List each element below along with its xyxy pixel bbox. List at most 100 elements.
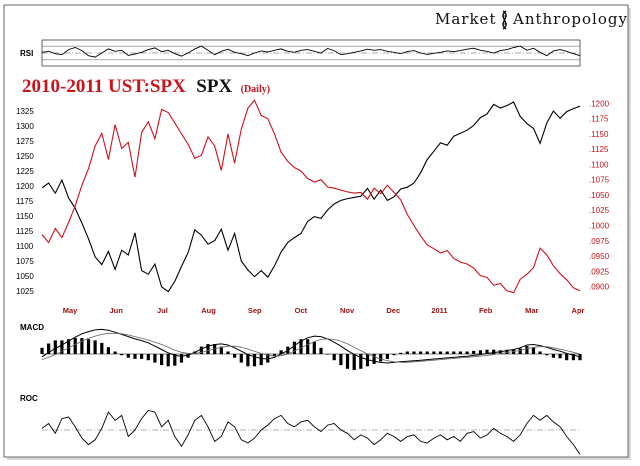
macd-hist-bar (173, 354, 177, 366)
right-axis-ticks: .1200 .1175 .1150 .1125 .1100 .1075 .1050 .1025… (589, 99, 610, 291)
macd-hist-bar (140, 354, 144, 359)
macd-hist-bar (86, 339, 91, 354)
right-tick-label: .1075 (589, 176, 610, 185)
right-tick-label: .0950 (589, 252, 610, 261)
x-tick-label: Jun (110, 306, 124, 315)
macd-hist-bar (179, 354, 184, 363)
right-tick-label: .0925 (589, 267, 610, 276)
rsi-reference-lines (42, 45, 580, 61)
macd-hist-bar (578, 354, 582, 361)
macd-hist-bar (319, 347, 323, 354)
macd-hist-bar (458, 351, 462, 354)
right-tick-label: .1100 (589, 160, 609, 169)
macd-hist-bar (478, 350, 482, 354)
macd-hist-bar (339, 354, 343, 366)
right-tick-label: .0900 (589, 283, 610, 292)
x-tick-label: 2011 (431, 306, 447, 315)
left-tick-label: 1025 (16, 287, 34, 296)
chart-title: 2010-2011 UST:SPX SPX (Daily) (22, 76, 270, 97)
macd-signal-line (41, 332, 581, 363)
left-tick-label: 1150 (16, 212, 34, 221)
macd-hist-bar (239, 354, 243, 363)
right-tick-label: .1000 (589, 221, 610, 230)
title-sub: (Daily) (241, 84, 270, 95)
left-tick-label: 1275 (16, 137, 34, 146)
macd-hist-bar (40, 347, 44, 354)
right-tick-label: .1175 (589, 115, 609, 124)
macd-hist-bar (326, 354, 330, 355)
right-tick-label: .0975 (589, 237, 610, 246)
macd-hist-bar (226, 351, 230, 354)
macd-hist-bar (120, 354, 124, 356)
macd-hist-bar (106, 347, 110, 354)
macd-hist-bar (252, 354, 257, 367)
left-tick-label: 1200 (16, 182, 34, 191)
dna-helix-icon (502, 10, 507, 30)
x-tick-label: Oct (295, 306, 308, 315)
left-tick-label: 1050 (16, 272, 34, 281)
right-tick-label: .1050 (589, 191, 610, 200)
macd-hist-bar (219, 346, 223, 354)
x-tick-label: Nov (340, 306, 355, 315)
macd-histogram (40, 338, 582, 370)
macd-hist-bar (279, 350, 283, 354)
right-tick-label: .1025 (589, 206, 610, 215)
right-tick-label: .1150 (589, 130, 609, 139)
roc-label: ROC (20, 394, 38, 403)
macd-hist-bar (372, 354, 376, 364)
macd-hist-bar (100, 342, 104, 354)
macd-hist-bar (292, 341, 296, 354)
macd-hist-bar (80, 338, 84, 354)
roc-panel: ROC (20, 394, 581, 455)
title-ratio: 2010-2011 UST:SPX (22, 76, 186, 97)
x-axis-ticks: May Jun Jul Aug Sep Oct Nov Dec 2011 Feb Mar Apr (63, 306, 585, 315)
macd-hist-bar (492, 349, 496, 354)
macd-hist-bar (531, 347, 536, 354)
macd-line (41, 328, 581, 364)
right-tick-label: .1200 (589, 99, 610, 108)
right-tick-label: .1125 (589, 145, 609, 154)
macd-hist-bar (571, 354, 575, 361)
frame-border (3, 4, 629, 458)
macd-hist-bar (345, 354, 350, 369)
macd-hist-bar (425, 351, 429, 354)
macd-hist-bar (525, 346, 529, 354)
left-axis-ticks: 1325 1300 1275 1250 1225 1200 1175 1150 1125 1100… (16, 107, 34, 296)
macd-hist-bar (199, 346, 203, 354)
macd-hist-bar (160, 354, 164, 366)
left-tick-label: 1300 (16, 122, 34, 131)
brand-left: Market (435, 10, 496, 28)
macd-hist-bar (405, 351, 409, 354)
macd-hist-bar (93, 340, 97, 354)
macd-hist-bar (472, 350, 476, 354)
macd-hist-bar (299, 339, 303, 354)
macd-hist-bar (485, 349, 489, 354)
macd-hist-bar (133, 354, 137, 359)
macd-hist-bar (392, 354, 396, 356)
macd-hist-bar (272, 354, 277, 357)
macd-hist-bar (146, 354, 150, 361)
main-panel: 1325 1300 1275 1250 1225 1200 1175 1150 1125 1100… (16, 99, 610, 315)
macd-hist-bar (465, 351, 469, 354)
macd-hist-bar (166, 354, 170, 367)
macd-hist-bar (412, 351, 416, 354)
macd-label: MACD (20, 323, 44, 332)
macd-hist-bar (438, 351, 443, 354)
brand-right: Anthropology (512, 10, 628, 28)
macd-hist-bar (312, 341, 316, 354)
macd-hist-bar (266, 354, 270, 363)
macd-hist-bar (73, 338, 77, 354)
macd-panel: MACD (20, 323, 582, 370)
macd-hist-bar (445, 351, 449, 354)
macd-hist-bar (186, 354, 190, 358)
macd-hist-bar (47, 343, 51, 354)
left-tick-label: 1100 (16, 242, 34, 251)
macd-hist-bar (233, 354, 237, 358)
macd-hist-bar (518, 348, 522, 354)
x-tick-label: Feb (479, 306, 493, 315)
left-tick-label: 1125 (16, 227, 34, 236)
left-tick-label: 1250 (16, 152, 34, 161)
ust-spx-line (41, 99, 581, 294)
left-tick-label: 1325 (16, 107, 34, 116)
